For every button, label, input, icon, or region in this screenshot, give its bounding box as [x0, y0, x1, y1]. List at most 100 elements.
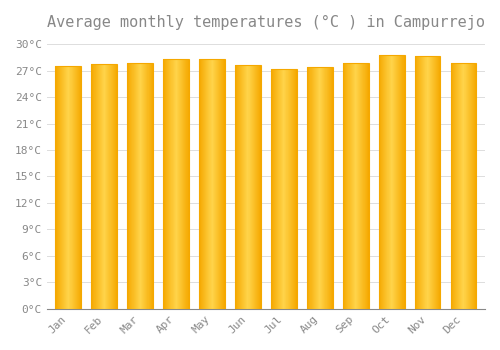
Bar	[402, 55, 403, 309]
Bar	[330, 67, 331, 309]
Bar	[395, 55, 396, 309]
Bar	[274, 69, 275, 309]
Bar	[389, 55, 390, 309]
Bar	[365, 63, 366, 309]
Bar	[115, 64, 116, 309]
Bar	[176, 59, 177, 309]
Bar	[360, 63, 361, 309]
Bar	[98, 64, 99, 309]
Bar	[171, 59, 172, 309]
Bar	[414, 56, 440, 309]
Bar	[399, 55, 400, 309]
Bar	[428, 56, 429, 309]
Bar	[398, 55, 399, 309]
Bar	[166, 59, 167, 309]
Bar	[205, 59, 206, 309]
Bar	[461, 63, 462, 309]
Bar	[201, 59, 202, 309]
Bar	[62, 66, 63, 309]
Bar	[472, 63, 473, 309]
Bar	[403, 55, 404, 309]
Bar	[287, 69, 288, 309]
Bar	[170, 59, 171, 309]
Bar	[420, 56, 421, 309]
Bar	[217, 59, 218, 309]
Bar	[455, 63, 456, 309]
Bar	[73, 66, 74, 309]
Bar	[282, 69, 283, 309]
Bar	[78, 66, 79, 309]
Bar	[359, 63, 360, 309]
Bar	[184, 59, 185, 309]
Bar	[187, 59, 188, 309]
Bar	[238, 65, 239, 309]
Bar	[474, 63, 475, 309]
Bar	[324, 67, 325, 309]
Bar	[350, 63, 351, 309]
Bar	[242, 65, 243, 309]
Bar	[116, 64, 117, 309]
Bar	[378, 55, 379, 309]
Bar	[178, 59, 180, 309]
Bar	[470, 63, 471, 309]
Bar	[249, 65, 250, 309]
Bar	[343, 63, 344, 309]
Bar	[364, 63, 365, 309]
Title: Average monthly temperatures (°C ) in Campurrejo: Average monthly temperatures (°C ) in Ca…	[47, 15, 485, 30]
Bar	[248, 65, 249, 309]
Bar	[331, 67, 332, 309]
Bar	[108, 64, 109, 309]
Bar	[259, 65, 260, 309]
Bar	[275, 69, 276, 309]
Bar	[172, 59, 173, 309]
Bar	[137, 63, 138, 309]
Bar	[431, 56, 432, 309]
Bar	[260, 65, 261, 309]
Bar	[220, 59, 221, 309]
Bar	[284, 69, 285, 309]
Bar	[390, 55, 391, 309]
Bar	[199, 59, 200, 309]
Bar	[271, 69, 272, 309]
Bar	[307, 67, 332, 309]
Bar	[307, 67, 308, 309]
Bar	[358, 63, 359, 309]
Bar	[430, 56, 431, 309]
Bar	[456, 63, 457, 309]
Bar	[97, 64, 98, 309]
Bar	[93, 64, 94, 309]
Bar	[68, 66, 69, 309]
Bar	[111, 64, 112, 309]
Bar	[140, 63, 141, 309]
Bar	[415, 56, 416, 309]
Bar	[466, 63, 467, 309]
Bar	[104, 64, 105, 309]
Bar	[80, 66, 81, 309]
Bar	[475, 63, 476, 309]
Bar	[361, 63, 362, 309]
Bar	[56, 66, 82, 309]
Bar	[414, 56, 415, 309]
Bar	[247, 65, 248, 309]
Bar	[150, 63, 151, 309]
Bar	[422, 56, 423, 309]
Bar	[204, 59, 205, 309]
Bar	[311, 67, 312, 309]
Bar	[290, 69, 291, 309]
Bar	[460, 63, 461, 309]
Bar	[66, 66, 67, 309]
Bar	[325, 67, 326, 309]
Bar	[138, 63, 139, 309]
Bar	[180, 59, 181, 309]
Bar	[69, 66, 70, 309]
Bar	[219, 59, 220, 309]
Bar	[314, 67, 315, 309]
Bar	[345, 63, 346, 309]
Bar	[131, 63, 132, 309]
Bar	[102, 64, 103, 309]
Bar	[145, 63, 146, 309]
Bar	[114, 64, 115, 309]
Bar	[96, 64, 97, 309]
Bar	[224, 59, 225, 309]
Bar	[237, 65, 238, 309]
